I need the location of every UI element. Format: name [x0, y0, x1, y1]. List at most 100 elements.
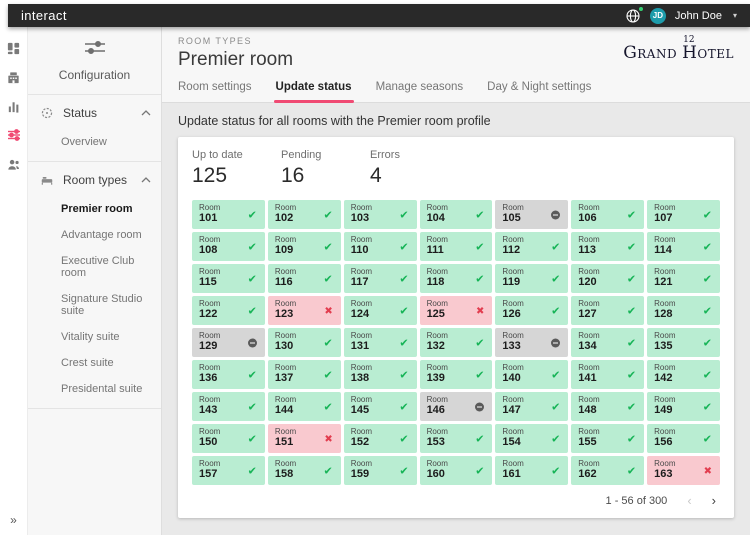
room-tile-label: Room — [654, 363, 676, 372]
user-name[interactable]: John Doe — [674, 9, 722, 22]
room-tile-number: 145 — [350, 404, 370, 416]
room-tile[interactable]: Room 102 — [267, 200, 341, 229]
room-tile[interactable]: Room 163 — [647, 456, 720, 485]
room-tile[interactable]: Room 158 — [267, 456, 341, 485]
room-tile[interactable]: Room 115 — [192, 264, 265, 293]
room-tile[interactable]: Room 156 — [647, 424, 720, 453]
nav-configuration-icon[interactable] — [3, 124, 25, 146]
sidebar-item-overview[interactable]: Overview — [61, 136, 107, 148]
sidebar-section-status: Status Overview — [28, 95, 161, 162]
room-types-section-header[interactable]: Room types — [28, 162, 161, 196]
room-tile[interactable]: Room 108 — [192, 232, 265, 261]
room-tile[interactable]: Room 131 — [343, 328, 417, 357]
room-tile[interactable]: Room 134 — [571, 328, 645, 357]
room-tile[interactable]: Room 159 — [343, 456, 417, 485]
room-tile[interactable]: Room 139 — [419, 360, 493, 389]
room-tile[interactable]: Room 110 — [343, 232, 417, 261]
room-status-icon — [627, 374, 636, 375]
room-tile[interactable]: Room 113 — [571, 232, 645, 261]
room-tile[interactable]: Room 106 — [571, 200, 645, 229]
tab[interactable]: Update status — [264, 71, 364, 103]
room-status-icon — [475, 470, 484, 471]
room-tile[interactable]: Room 114 — [647, 232, 720, 261]
room-tile[interactable]: Room 112 — [495, 232, 569, 261]
room-tile[interactable]: Room 153 — [419, 424, 493, 453]
room-tile[interactable]: Room 111 — [419, 232, 493, 261]
room-tile[interactable]: Room 138 — [343, 360, 417, 389]
room-tile[interactable]: Room 120 — [571, 264, 645, 293]
room-tile[interactable]: Room 147 — [495, 392, 569, 421]
nav-users-icon[interactable] — [3, 153, 25, 175]
room-tile[interactable]: Room 135 — [647, 328, 720, 357]
room-tile[interactable]: Room 146 — [419, 392, 493, 421]
language-globe-icon[interactable] — [625, 5, 644, 24]
room-tile[interactable]: Room 133 — [495, 328, 569, 357]
status-section-header[interactable]: Status — [28, 95, 161, 129]
room-tile[interactable]: Room 118 — [419, 264, 493, 293]
room-tile[interactable]: Room 119 — [495, 264, 569, 293]
room-tile[interactable]: Room 124 — [343, 296, 417, 325]
room-tile[interactable]: Room 152 — [343, 424, 417, 453]
room-tile[interactable]: Room 105 — [495, 200, 569, 229]
tab[interactable]: Room settings — [166, 71, 264, 102]
rail-collapse-toggle[interactable]: » — [10, 513, 17, 527]
room-tile[interactable]: Room 104 — [419, 200, 493, 229]
sidebar-item-room-type[interactable]: Signature Studio suite — [61, 293, 143, 317]
room-tile[interactable]: Room 122 — [192, 296, 265, 325]
room-tile[interactable]: Room 101 — [192, 200, 265, 229]
nav-statistics-icon[interactable] — [3, 95, 25, 117]
sidebar-item-room-type[interactable]: Crest suite — [61, 357, 114, 369]
room-tile-number: 157 — [199, 468, 218, 480]
room-tile[interactable]: Room 103 — [343, 200, 417, 229]
sidebar-item-room-type[interactable]: Premier room — [61, 203, 133, 215]
room-tile[interactable]: Room 125 — [419, 296, 493, 325]
room-tile[interactable]: Room 109 — [267, 232, 341, 261]
room-tile[interactable]: Room 162 — [571, 456, 645, 485]
caret-down-icon[interactable]: ▾ — [732, 11, 737, 20]
room-tile[interactable]: Room 142 — [647, 360, 720, 389]
room-tile[interactable]: Room 137 — [267, 360, 341, 389]
next-page-icon[interactable]: › — [711, 493, 716, 508]
room-tile[interactable]: Room 141 — [571, 360, 645, 389]
room-tile[interactable]: Room 145 — [343, 392, 417, 421]
room-tile[interactable]: Room 150 — [192, 424, 265, 453]
room-tile[interactable]: Room 132 — [419, 328, 493, 357]
icon-rail: » — [0, 27, 28, 535]
room-tile[interactable]: Room 128 — [647, 296, 720, 325]
room-tile[interactable]: Room 160 — [419, 456, 493, 485]
user-avatar[interactable]: JD — [649, 7, 666, 24]
room-tile[interactable]: Room 157 — [192, 456, 265, 485]
room-tile[interactable]: Room 140 — [495, 360, 569, 389]
nav-dashboard-icon[interactable] — [3, 37, 25, 59]
sidebar-item-room-type[interactable]: Vitality suite — [61, 331, 120, 343]
room-tile[interactable]: Room 143 — [192, 392, 265, 421]
room-tile-label: Room — [274, 203, 297, 212]
sidebar-item-room-type[interactable]: Presidental suite — [61, 383, 143, 395]
room-tile[interactable]: Room 127 — [571, 296, 645, 325]
room-tile-label: Room — [426, 363, 448, 372]
room-tile[interactable]: Room 116 — [267, 264, 341, 293]
nav-property-icon[interactable] — [3, 66, 25, 88]
room-tile-number: 121 — [654, 276, 673, 288]
sidebar-item-room-type[interactable]: Advantage room — [61, 229, 142, 241]
room-tile[interactable]: Room 148 — [571, 392, 645, 421]
room-tile[interactable]: Room 123 — [267, 296, 341, 325]
room-tile[interactable]: Room 151 — [267, 424, 341, 453]
room-tile[interactable]: Room 130 — [267, 328, 341, 357]
room-tile[interactable]: Room 121 — [647, 264, 720, 293]
room-tile[interactable]: Room 126 — [495, 296, 569, 325]
room-tile[interactable]: Room 144 — [267, 392, 341, 421]
room-tile[interactable]: Room 117 — [343, 264, 417, 293]
room-tile[interactable]: Room 136 — [192, 360, 265, 389]
room-tile[interactable]: Room 149 — [647, 392, 720, 421]
room-tile[interactable]: Room 161 — [495, 456, 569, 485]
room-tile[interactable]: Room 154 — [495, 424, 569, 453]
prev-page-icon[interactable]: ‹ — [687, 493, 692, 508]
sidebar-item-room-type[interactable]: Executive Club room — [61, 255, 135, 279]
room-tile[interactable]: Room 129 — [192, 328, 265, 357]
tab[interactable]: Manage seasons — [364, 71, 476, 102]
room-tile-label: Room — [350, 235, 373, 244]
tab[interactable]: Day & Night settings — [475, 71, 603, 102]
room-tile[interactable]: Room 107 — [647, 200, 720, 229]
room-tile[interactable]: Room 155 — [571, 424, 645, 453]
